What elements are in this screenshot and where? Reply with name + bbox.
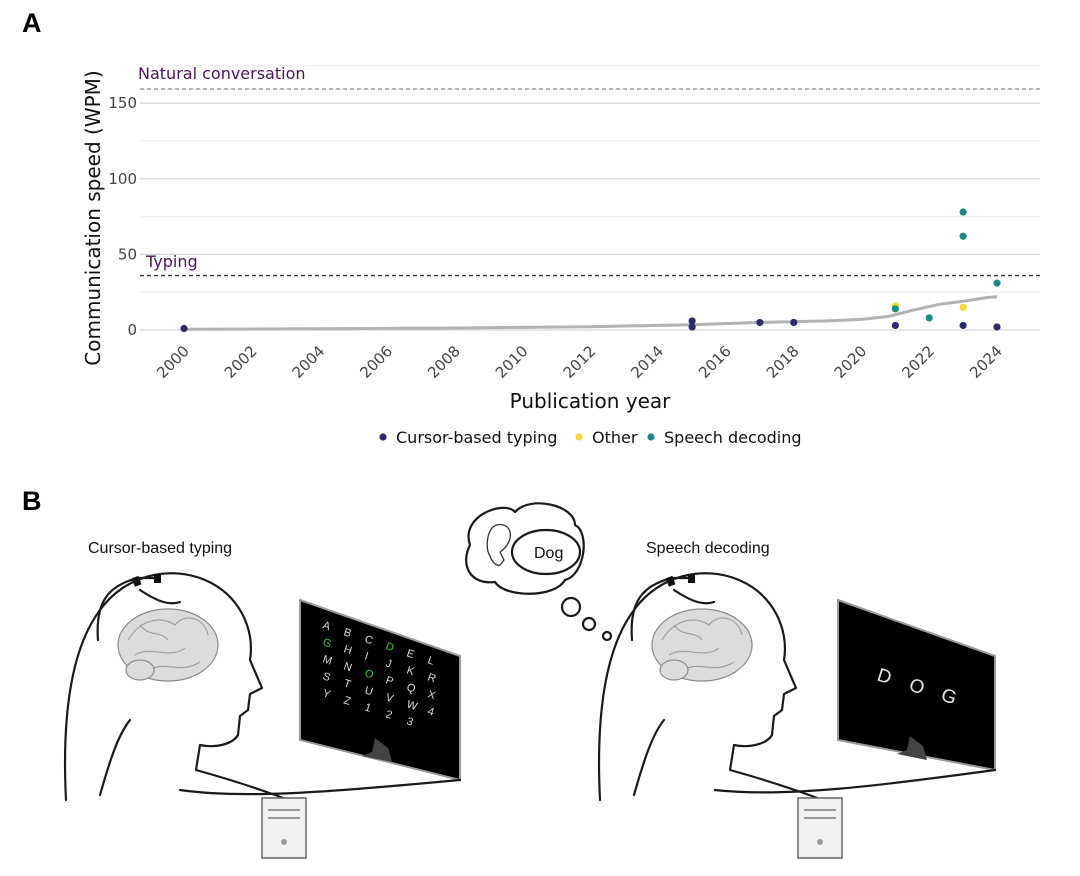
grid-letter: 2: [384, 708, 394, 721]
data-point: [688, 317, 696, 325]
x-tick-label: 2000: [153, 342, 193, 382]
data-point: [993, 279, 1001, 287]
data-point: [756, 318, 764, 327]
grid-letter: L: [426, 654, 436, 667]
data-point: [959, 232, 967, 240]
data-point: [993, 323, 1001, 331]
grid-letter: C: [363, 633, 374, 647]
data-points: [180, 208, 1001, 333]
legend-label: Cursor-based typing: [396, 428, 557, 447]
x-tick-label: 2010: [492, 342, 532, 382]
grid-letter: M: [321, 653, 333, 667]
x-tick-label: 2008: [424, 342, 464, 382]
data-point: [688, 323, 696, 331]
x-tick-label: 2006: [356, 342, 396, 382]
grid-letter: W: [405, 698, 419, 713]
grid-letter: G: [321, 636, 333, 650]
grid-letter: I: [363, 650, 370, 662]
data-point: [891, 305, 899, 313]
legend-marker: [575, 433, 583, 441]
x-tick-label: 2020: [831, 342, 871, 382]
grid-letter: Q: [405, 681, 417, 695]
dog-thought-shape: [510, 528, 582, 576]
decoded-letter: G: [938, 685, 959, 710]
panel-a-label: A: [22, 8, 42, 38]
y-axis-title: Communication speed (WPM): [81, 70, 105, 365]
x-tick-label: 2014: [627, 342, 667, 382]
x-tick-label: 2012: [560, 342, 600, 382]
legend-label: Speech decoding: [664, 428, 802, 447]
speed-chart: Natural conversation Typing 0 50 100 150 20…: [81, 64, 1040, 447]
computer-tower-icon-right: [797, 797, 843, 859]
grid-letter: H: [342, 643, 353, 657]
grid-letter: Z: [342, 694, 352, 708]
grid-letter: S: [321, 670, 332, 684]
thought-word: Dog: [534, 545, 563, 562]
thought-bubble: Dog: [465, 502, 613, 642]
x-tick-label: 2018: [763, 342, 803, 382]
grid-letter: U: [363, 684, 374, 698]
grid-letter: K: [405, 664, 416, 678]
x-tick-label: 2002: [221, 342, 261, 382]
thinking-head-icon: [486, 523, 512, 566]
decoded-letter: O: [906, 675, 927, 700]
legend-marker: [379, 433, 387, 441]
grid-letter: J: [384, 657, 393, 670]
grid-letter: N: [342, 660, 353, 674]
grid-letter: 3: [405, 715, 415, 728]
x-tick-label: 2022: [898, 342, 938, 382]
right-caption: Speech decoding: [646, 540, 770, 557]
natural-conversation-label: Natural conversation: [138, 64, 306, 83]
data-point: [925, 314, 933, 322]
gridlines: [140, 64, 1040, 331]
grid-letter: Y: [321, 687, 332, 701]
person-speech-decoding: [597, 572, 836, 807]
grid-letter: P: [384, 674, 395, 688]
data-point: [959, 303, 967, 311]
legend-marker: [647, 433, 655, 441]
grid-letter: 4: [426, 705, 436, 718]
x-axis-title: Publication year: [510, 389, 672, 413]
data-point: [959, 208, 967, 216]
grid-letter: O: [363, 667, 375, 681]
data-point: [790, 318, 798, 327]
panel-b-label: B: [22, 486, 42, 516]
reference-lines: Natural conversation Typing: [138, 64, 1040, 277]
x-tick-labels: 2000 2002 2004 2006 2008 2010 2012 2014 2016 2018…: [153, 342, 1006, 382]
data-point: [959, 321, 967, 330]
y-tick-label: 50: [118, 245, 137, 263]
grid-letter: T: [342, 677, 352, 691]
y-tick-labels: 0 50 100 150: [108, 94, 137, 339]
grid-letter: B: [342, 626, 353, 640]
x-tick-label: 2024: [966, 342, 1006, 382]
grid-letter: 1: [363, 701, 373, 714]
legend-label: Other: [592, 428, 638, 447]
y-tick-label: 150: [108, 94, 137, 112]
y-tick-label: 100: [108, 170, 137, 188]
typing-label: Typing: [145, 252, 198, 271]
trend-line: [183, 295, 998, 331]
left-caption: Cursor-based typing: [88, 540, 232, 557]
grid-letter: E: [405, 647, 416, 661]
x-tick-label: 2004: [289, 342, 329, 382]
grid-letter: A: [321, 619, 332, 633]
legend: Cursor-based typing Other Speech decoding: [379, 428, 802, 447]
decoded-letter: D: [874, 665, 894, 689]
grid-letter: D: [384, 640, 395, 654]
grid-letter: X: [426, 688, 437, 702]
y-tick-label: 0: [127, 321, 137, 339]
grid-letter: V: [384, 691, 395, 705]
computer-tower-icon: [261, 797, 307, 859]
data-point: [180, 324, 188, 333]
grid-letter: R: [426, 671, 437, 685]
data-point: [891, 321, 899, 330]
person-cursor-typing: [63, 572, 302, 807]
x-tick-label: 2016: [695, 342, 735, 382]
